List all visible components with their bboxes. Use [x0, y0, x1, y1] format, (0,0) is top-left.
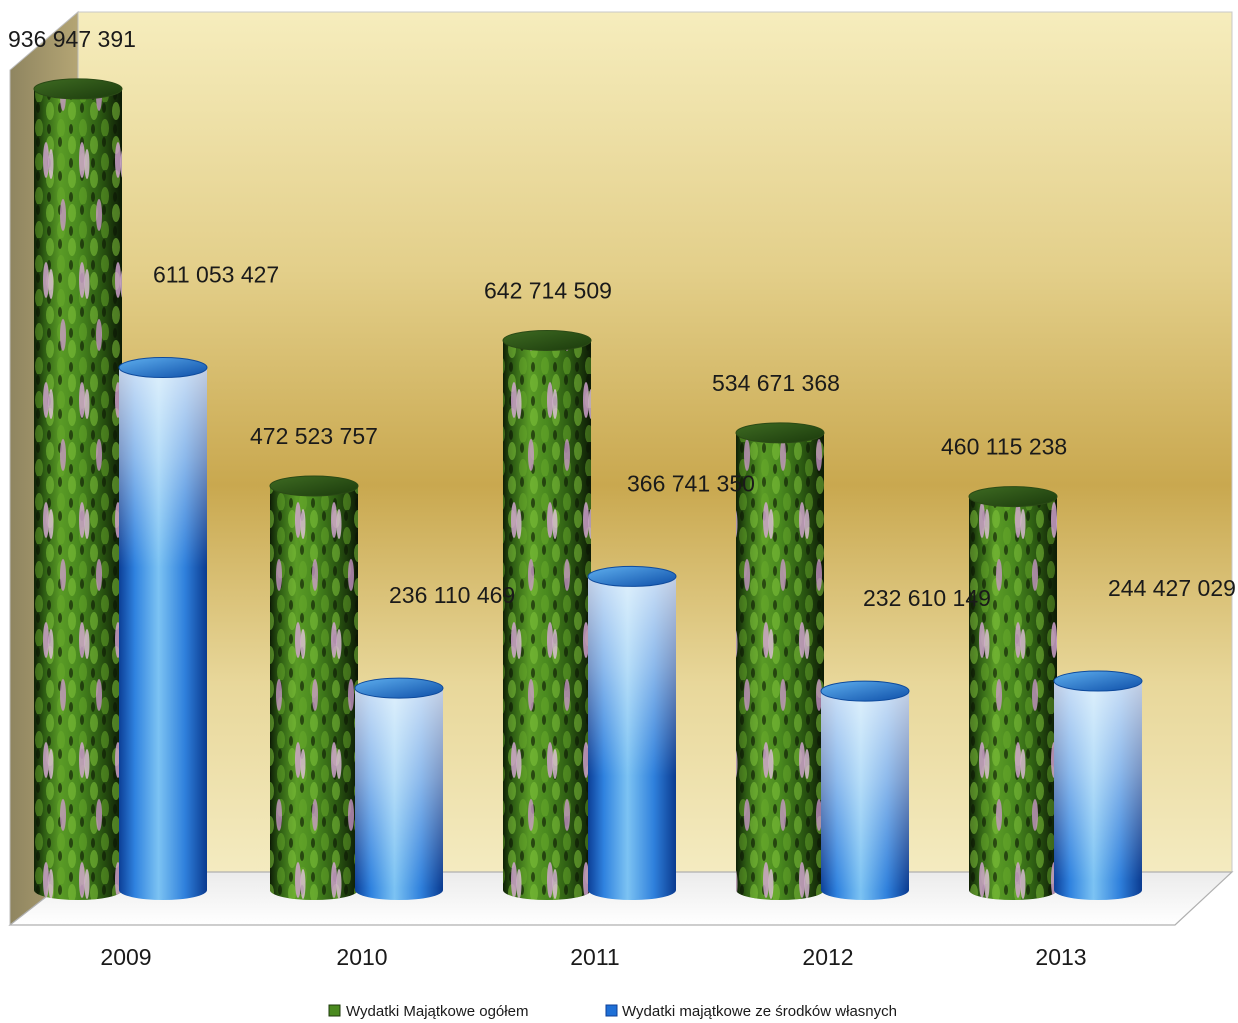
bar-highlight — [355, 688, 443, 889]
bar-top — [33, 78, 123, 100]
data-label: 366 741 350 — [627, 470, 755, 496]
bar-top — [820, 680, 910, 702]
data-label: 936 947 391 — [8, 26, 136, 52]
bar-top — [354, 677, 444, 699]
value-labels-layer: 936 947 391 611 053 427 472 523 757 236 110… — [8, 26, 1236, 611]
bar-highlight — [1054, 681, 1142, 882]
bar-top — [118, 357, 208, 379]
x-tick-label: 2010 — [336, 944, 387, 970]
x-tick-label: 2012 — [802, 944, 853, 970]
bar — [354, 677, 444, 900]
bar-top — [269, 475, 359, 497]
bar-texture-flowers — [270, 485, 358, 900]
bar-texture-flowers — [736, 432, 824, 900]
bar — [33, 78, 123, 901]
legend-label-total: Wydatki Majątkowe ogółem — [346, 1003, 528, 1020]
bar-highlight — [119, 367, 207, 568]
data-label: 236 110 469 — [389, 582, 515, 608]
bars-layer — [33, 78, 1143, 901]
bar — [820, 680, 910, 900]
bar-top — [968, 486, 1058, 508]
bar-top — [587, 565, 677, 587]
data-label: 244 427 029 — [1108, 575, 1236, 601]
bar-top — [1053, 670, 1143, 692]
bar — [587, 565, 677, 900]
bar — [118, 357, 208, 900]
data-label: 642 714 509 — [484, 277, 612, 303]
x-tick-label: 2013 — [1035, 944, 1086, 970]
bar-top — [735, 422, 825, 444]
bar-highlight — [821, 691, 909, 890]
bar — [1053, 670, 1143, 900]
bar-top — [502, 329, 592, 351]
bar — [502, 329, 592, 900]
data-label: 534 671 368 — [712, 370, 840, 396]
bar — [269, 475, 359, 900]
bar-highlight — [588, 576, 676, 777]
bar-texture-flowers — [969, 496, 1057, 900]
bar-texture-flowers — [503, 340, 591, 900]
x-tick-labels: 2009 2010 2011 2012 2013 — [100, 944, 1086, 970]
legend: Wydatki Majątkowe ogółem Wydatki majątko… — [328, 1003, 897, 1020]
data-label: 472 523 757 — [250, 423, 378, 449]
legend-label-own: Wydatki majątkowe ze środków własnych — [622, 1003, 897, 1020]
bar-texture-flowers — [34, 88, 122, 901]
data-label: 611 053 427 — [153, 262, 279, 288]
bar — [968, 486, 1058, 900]
x-tick-label: 2011 — [570, 944, 619, 970]
legend-swatch-total — [328, 1004, 341, 1017]
data-label: 232 610 149 — [863, 585, 991, 611]
legend-swatch-own — [605, 1004, 618, 1017]
data-label: 460 115 238 — [941, 434, 1067, 460]
bar — [735, 422, 825, 900]
x-tick-label: 2009 — [100, 944, 151, 970]
